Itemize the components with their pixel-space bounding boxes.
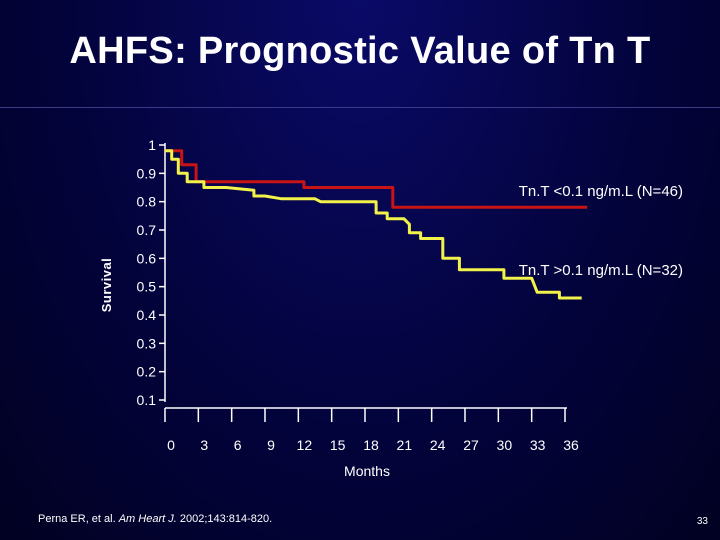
y-tick-label: 0.6 (137, 250, 157, 266)
x-axis-label: Months (344, 463, 390, 479)
x-tick-label: 27 (463, 437, 479, 453)
citation-suffix: 2002;143:814-820. (176, 513, 273, 525)
y-tick-label: 0.5 (137, 279, 157, 295)
x-tick-label: 36 (563, 437, 579, 453)
y-tick-label: 0.9 (137, 165, 157, 181)
y-tick-label: 0.8 (137, 194, 157, 210)
series-label-yellow: Tn.T >0.1 ng/m.L (N=32) (519, 262, 683, 279)
x-tick-label: 18 (363, 437, 379, 453)
y-tick-label: 0.4 (137, 307, 157, 323)
slide-title: AHFS: Prognostic Value of Tn T (69, 30, 651, 72)
x-tick-label: 3 (200, 437, 208, 453)
x-tick-label: 30 (497, 437, 513, 453)
citation: Perna ER, et al. Am Heart J. 2002;143:81… (38, 513, 272, 525)
x-tick-label: 21 (397, 437, 413, 453)
y-tick-label: 1 (148, 137, 156, 153)
x-tick-label: 9 (267, 437, 275, 453)
y-axis-label: Survival (99, 258, 114, 313)
x-tick-label: 24 (430, 437, 446, 453)
x-tick-label: 6 (234, 437, 242, 453)
series-line-red (165, 149, 588, 209)
x-tick-label: 15 (330, 437, 346, 453)
y-tick-label: 0.7 (137, 222, 157, 238)
series-label-red: Tn.T <0.1 ng/m.L (N=46) (519, 183, 683, 200)
x-tick-label: 12 (297, 437, 313, 453)
citation-prefix: Perna ER, et al. (38, 513, 119, 525)
slide-number: 33 (696, 516, 708, 527)
y-tick-label: 0.2 (137, 364, 157, 380)
x-tick-label: 0 (167, 437, 175, 453)
y-tick-label: 0.3 (137, 335, 157, 351)
series-line-yellow (165, 149, 582, 300)
y-tick-label: 0.1 (137, 392, 157, 408)
title-divider (0, 107, 720, 108)
x-tick-label: 33 (530, 437, 546, 453)
citation-journal: Am Heart J. (118, 513, 177, 525)
